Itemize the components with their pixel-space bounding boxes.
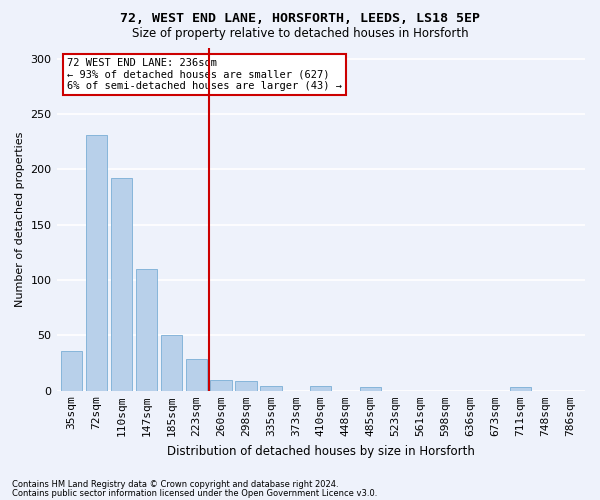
Bar: [310, 386, 331, 391]
Text: 72 WEST END LANE: 236sqm
← 93% of detached houses are smaller (627)
6% of semi-d: 72 WEST END LANE: 236sqm ← 93% of detach…: [67, 58, 342, 91]
Bar: [61, 351, 82, 391]
Text: Size of property relative to detached houses in Horsforth: Size of property relative to detached ho…: [131, 28, 469, 40]
Bar: [509, 388, 531, 391]
Text: Contains HM Land Registry data © Crown copyright and database right 2024.: Contains HM Land Registry data © Crown c…: [12, 480, 338, 489]
Bar: [86, 135, 107, 391]
Bar: [161, 336, 182, 391]
Bar: [111, 178, 132, 391]
X-axis label: Distribution of detached houses by size in Horsforth: Distribution of detached houses by size …: [167, 444, 475, 458]
Bar: [185, 358, 207, 391]
Bar: [260, 386, 281, 391]
Bar: [211, 380, 232, 391]
Text: Contains public sector information licensed under the Open Government Licence v3: Contains public sector information licen…: [12, 488, 377, 498]
Text: 72, WEST END LANE, HORSFORTH, LEEDS, LS18 5EP: 72, WEST END LANE, HORSFORTH, LEEDS, LS1…: [120, 12, 480, 26]
Bar: [235, 381, 257, 391]
Bar: [136, 269, 157, 391]
Bar: [360, 388, 381, 391]
Y-axis label: Number of detached properties: Number of detached properties: [15, 132, 25, 307]
